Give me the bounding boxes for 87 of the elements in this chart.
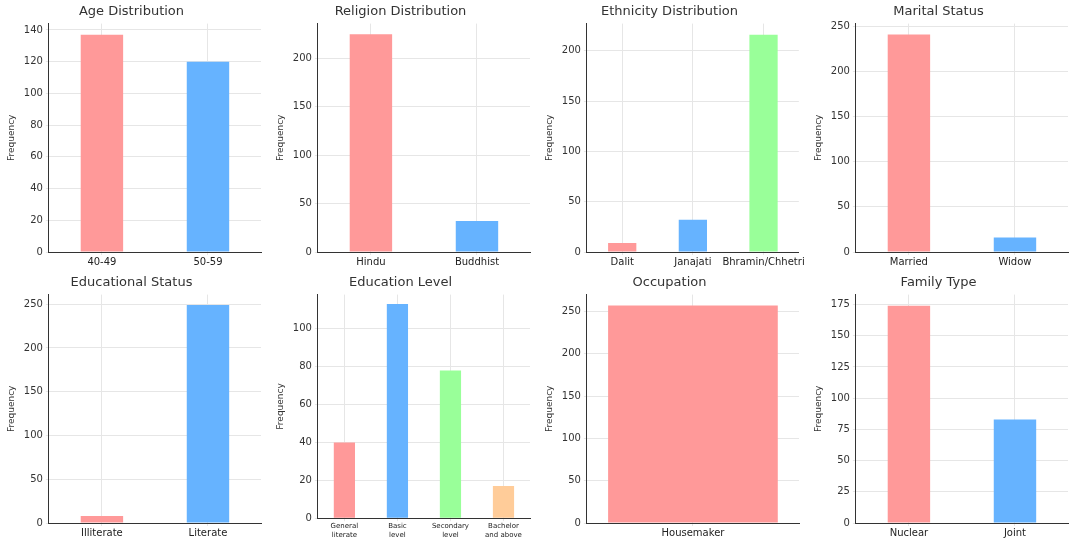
- y-tick-label: 250: [23, 297, 43, 309]
- x-tick-label: Housemaker: [661, 526, 726, 538]
- x-tick-label: Dalit: [610, 255, 634, 267]
- y-tick-label: 50: [568, 474, 581, 486]
- x-tick-label: Hindu: [356, 255, 386, 267]
- y-tick-label: 0: [305, 245, 312, 257]
- y-tick-label: 200: [23, 341, 43, 353]
- y-tick-label: 100: [830, 155, 850, 167]
- y-tick-label: 40: [299, 436, 312, 447]
- y-axis-title: Frequency: [812, 384, 823, 433]
- y-tick-label: 200: [830, 65, 850, 77]
- y-tick-label: 50: [837, 454, 850, 466]
- y-tick-label: 40: [30, 182, 43, 194]
- y-axis-title: Frequency: [5, 113, 16, 162]
- y-tick-label: 150: [830, 329, 850, 341]
- bar: [386, 304, 409, 518]
- y-tick-label: 80: [30, 118, 43, 130]
- y-axis-title: Frequency: [274, 113, 285, 162]
- y-tick-label: 50: [299, 197, 312, 209]
- x-tick-label: Widow: [998, 255, 1032, 267]
- y-axis-title: Frequency: [274, 382, 285, 430]
- y-axis-title: Frequency: [5, 384, 16, 433]
- y-tick-label: 100: [561, 432, 581, 443]
- y-tick-label: 20: [299, 473, 312, 485]
- y-tick-label: 200: [292, 52, 312, 64]
- y-tick-label: 25: [837, 485, 850, 497]
- x-tick-label: Janajati: [673, 255, 712, 267]
- chart-title: Ethnicity Distribution: [601, 3, 738, 19]
- y-tick-label: 50: [30, 472, 43, 484]
- x-tick-label: 40-49: [87, 255, 117, 267]
- x-tick-label: Bhramin/Chhetri: [722, 255, 805, 267]
- y-tick-label: 60: [30, 150, 43, 162]
- y-tick-label: 150: [23, 385, 43, 397]
- chart-title: Marital Status: [893, 3, 984, 19]
- y-tick-label: 200: [561, 44, 581, 56]
- chart-title: Educational Status: [70, 274, 193, 290]
- y-tick-label: 125: [830, 360, 850, 372]
- y-tick-label: 0: [574, 516, 581, 528]
- y-tick-label: 120: [23, 55, 43, 67]
- x-tick-label: Nuclear: [889, 526, 930, 538]
- x-tick-label: Literate: [188, 526, 228, 538]
- y-tick-label: 60: [299, 398, 312, 410]
- y-axis-title: Frequency: [543, 113, 554, 162]
- y-tick-label: 100: [561, 144, 581, 156]
- y-tick-label: 0: [36, 516, 43, 528]
- y-tick-label: 175: [830, 298, 850, 310]
- y-tick-label: 250: [561, 305, 581, 317]
- bar: [492, 485, 515, 518]
- y-tick-label: 80: [299, 360, 312, 372]
- x-tick-label: Joint: [1002, 526, 1027, 538]
- chart-title: Age Distribution: [78, 3, 185, 19]
- x-tick-label: 50-59: [193, 255, 223, 267]
- bar: [439, 370, 462, 518]
- y-tick-label: 0: [574, 245, 581, 257]
- chart-title: Occupation: [632, 274, 707, 290]
- y-tick-label: 0: [36, 245, 43, 257]
- y-tick-label: 100: [830, 391, 850, 403]
- y-tick-label: 50: [568, 195, 581, 207]
- y-tick-label: 0: [843, 516, 850, 528]
- y-tick-label: 0: [305, 511, 312, 523]
- y-tick-label: 0: [843, 245, 850, 257]
- chart-title: Education Level: [348, 274, 453, 290]
- y-tick-label: 150: [561, 389, 581, 401]
- chart-title: Family Type: [900, 274, 977, 290]
- y-tick-label: 200: [561, 347, 581, 359]
- y-tick-label: 150: [830, 110, 850, 122]
- y-tick-label: 100: [23, 429, 43, 441]
- y-tick-label: 20: [30, 213, 43, 225]
- y-tick-label: 150: [561, 94, 581, 106]
- y-tick-label: 100: [292, 322, 312, 334]
- y-tick-label: 75: [837, 422, 850, 434]
- bar: [678, 219, 707, 252]
- y-tick-label: 250: [830, 19, 850, 31]
- bar: [333, 442, 356, 518]
- y-tick-label: 50: [837, 200, 850, 212]
- x-tick-label: Buddhist: [454, 255, 500, 267]
- bar: [608, 242, 637, 252]
- x-tick-label: Illiterate: [81, 526, 123, 538]
- y-tick-label: 100: [292, 148, 312, 160]
- chart-title: Religion Distribution: [334, 3, 467, 19]
- y-tick-label: 140: [23, 23, 43, 35]
- y-tick-label: 150: [292, 100, 312, 112]
- bar: [749, 34, 778, 252]
- y-axis-title: Frequency: [812, 113, 823, 162]
- y-axis-title: Frequency: [543, 384, 554, 433]
- x-tick-label: Married: [889, 255, 928, 267]
- y-tick-label: 100: [23, 86, 43, 98]
